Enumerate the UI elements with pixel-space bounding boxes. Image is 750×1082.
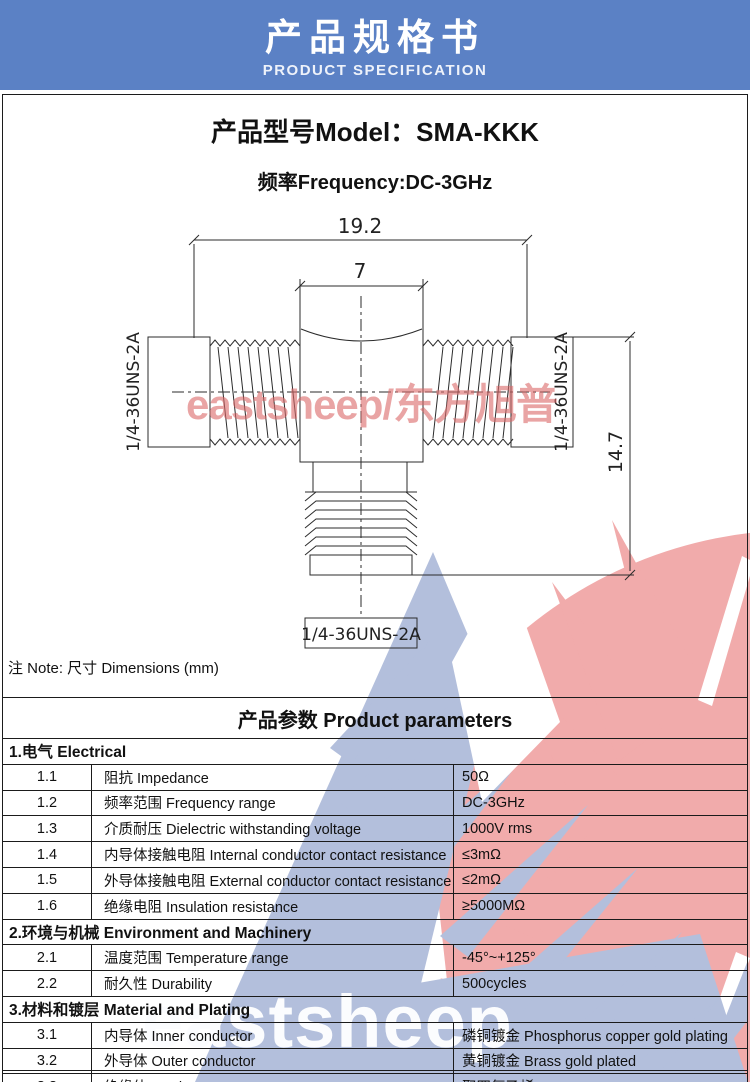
param-row: 1.2 频率范围 Frequency range DC-3GHz	[2, 789, 748, 817]
param-row: 3.3 绝缘体 Insulator 聚四氟乙烯 PTFE	[2, 1073, 748, 1082]
param-row: 1.3 介质耐压 Dielectric withstanding voltage…	[2, 815, 748, 843]
table-title-row: 产品参数 Product parameters	[2, 697, 748, 739]
param-no: 1.1	[2, 763, 92, 791]
param-name: 外导体 Outer conductor	[91, 1047, 454, 1075]
section-label: 1.电气 Electrical	[2, 738, 748, 765]
param-name: 绝缘电阻 Insulation resistance	[91, 892, 454, 920]
section-row: 1.电气 Electrical	[2, 738, 748, 765]
param-no: 1.3	[2, 815, 92, 843]
param-row: 2.1 温度范围 Temperature range -45°~+125°	[2, 944, 748, 972]
param-value: ≤3mΩ	[453, 841, 748, 868]
technical-drawing: 19.2 7 14.7 1/4-36UNS-2A 1/4-36UNS-2A 1/…	[124, 214, 636, 649]
param-row: 1.5 外导体接触电阻 External conductor contact r…	[2, 866, 748, 894]
param-name: 外导体接触电阻 External conductor contact resis…	[91, 866, 454, 894]
param-value: 50Ω	[453, 763, 748, 791]
param-value: -45°~+125°	[453, 944, 748, 972]
param-value: ≤2mΩ	[453, 866, 748, 894]
param-row: 1.6 绝缘电阻 Insulation resistance ≥5000MΩ	[2, 892, 748, 920]
param-name: 内导体接触电阻 Internal conductor contact resis…	[91, 841, 454, 868]
param-no: 2.2	[2, 970, 92, 997]
param-row: 1.1 阻抗 Impedance 50Ω	[2, 763, 748, 791]
page-subtitle: PRODUCT SPECIFICATION	[262, 62, 488, 79]
param-name: 绝缘体 Insulator	[91, 1073, 454, 1082]
param-no: 1.6	[2, 892, 92, 920]
page-title: 产品规格书	[265, 17, 485, 58]
param-row: 2.2 耐久性 Durability 500cycles	[2, 970, 748, 997]
param-value: 磷铜镀金 Phosphorus copper gold plating	[453, 1021, 748, 1049]
section-label: 2.环境与机械 Environment and Machinery	[2, 918, 748, 946]
param-name: 温度范围 Temperature range	[91, 944, 454, 972]
param-no: 1.2	[2, 789, 92, 817]
thread-spec-left-label: 1/4-36UNS-2A	[124, 332, 144, 452]
frequency-value: Frequency:DC-3GHz	[297, 172, 493, 194]
param-value: 黄铜镀金 Brass gold plated	[453, 1047, 748, 1075]
table-title-en: Product parameters	[323, 709, 513, 732]
param-no: 3.2	[2, 1047, 92, 1075]
frequency-label-cn: 频率	[257, 172, 298, 194]
param-name: 频率范围 Frequency range	[91, 789, 454, 817]
dim-height-label: 14.7	[605, 431, 627, 473]
param-row: 3.2 外导体 Outer conductor 黄铜镀金 Brass gold …	[2, 1047, 748, 1075]
param-value: 1000V rms	[453, 815, 748, 843]
param-no: 1.4	[2, 841, 92, 868]
param-name: 阻抗 Impedance	[91, 763, 454, 791]
model-value: Model：SMA-KKK	[315, 117, 539, 147]
dim-total-width-label: 19.2	[338, 214, 383, 238]
param-no: 1.5	[2, 866, 92, 894]
section-row: 2.环境与机械 Environment and Machinery	[2, 918, 748, 946]
model-label-cn: 产品型号	[211, 118, 316, 147]
frequency-line: 频率Frequency:DC-3GHz	[0, 166, 750, 195]
param-row: 1.4 内导体接触电阻 Internal conductor contact r…	[2, 841, 748, 868]
param-name: 内导体 Inner conductor	[91, 1021, 454, 1049]
param-no: 3.1	[2, 1021, 92, 1049]
param-value: DC-3GHz	[453, 789, 748, 817]
param-name: 耐久性 Durability	[91, 970, 454, 997]
thread-spec-bottom-label: 1/4-36UNS-2A	[301, 625, 421, 645]
dim-body-width-label: 7	[354, 259, 367, 283]
param-no: 3.3	[2, 1073, 92, 1082]
section-row: 3.材料和镀层 Material and Plating	[2, 995, 748, 1023]
param-no: 2.1	[2, 944, 92, 972]
page-header: 产品规格书 PRODUCT SPECIFICATION	[0, 0, 750, 90]
dimensions-note: 注 Note: 尺寸 Dimensions (mm)	[8, 660, 219, 677]
param-value: 聚四氟乙烯 PTFE	[453, 1073, 748, 1082]
thread-spec-right-label: 1/4-36UNS-2A	[552, 332, 572, 452]
param-name: 介质耐压 Dielectric withstanding voltage	[91, 815, 454, 843]
section-label: 3.材料和镀层 Material and Plating	[2, 995, 748, 1023]
table-title-cn: 产品参数	[237, 709, 318, 732]
param-value: ≥5000MΩ	[453, 892, 748, 920]
model-line: 产品型号Model：SMA-KKK	[0, 112, 750, 149]
parameters-table: 产品参数 Product parameters 1.电气 Electrical …	[2, 697, 748, 1082]
watermark-diagram-text: eastsheep/东方旭普	[186, 381, 558, 428]
param-value: 500cycles	[453, 970, 748, 997]
table-title: 产品参数 Product parameters	[2, 697, 748, 739]
param-row: 3.1 内导体 Inner conductor 磷铜镀金 Phosphorus …	[2, 1021, 748, 1049]
